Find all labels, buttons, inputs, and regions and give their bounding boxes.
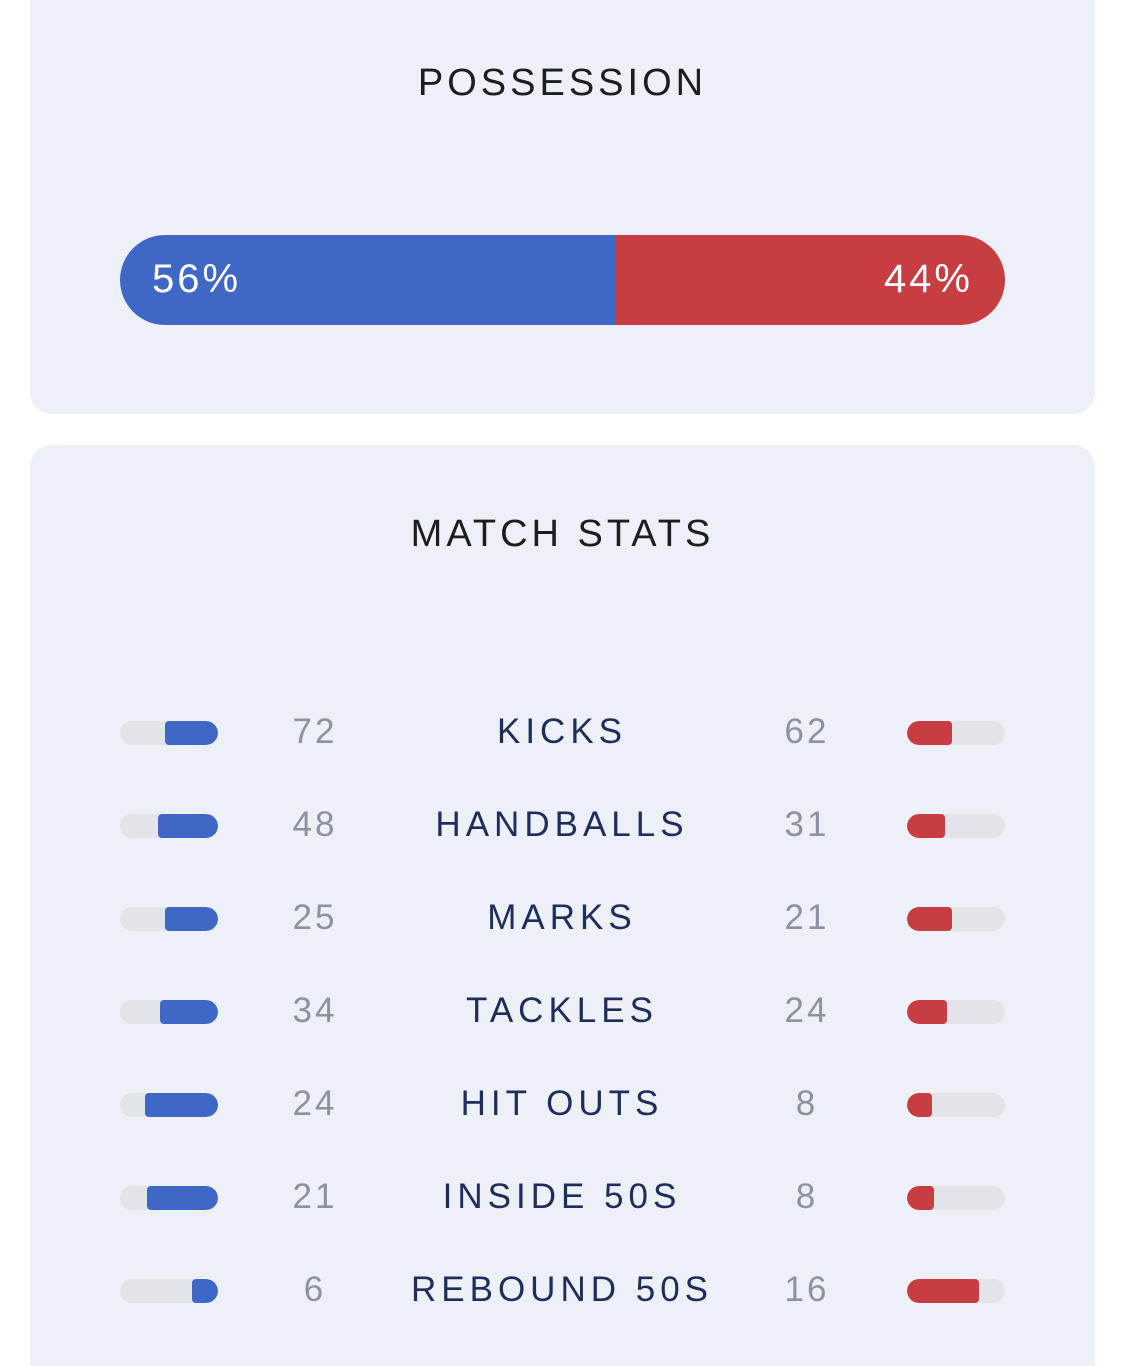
away-stat-bar-fill bbox=[907, 1000, 948, 1024]
stat-row: 72 KICKS 62 bbox=[30, 707, 1095, 800]
away-stat-bar-fill bbox=[907, 814, 946, 838]
away-stat-value: 31 bbox=[784, 805, 830, 844]
away-stat-bar bbox=[907, 1000, 1005, 1024]
home-stat-bar bbox=[120, 814, 218, 838]
away-stat-value: 21 bbox=[784, 898, 830, 937]
stat-row: 25 MARKS 21 bbox=[30, 893, 1095, 986]
home-stat-bar bbox=[120, 1093, 218, 1117]
stat-label: KICKS bbox=[496, 712, 628, 751]
home-stat-bar bbox=[120, 721, 218, 745]
stat-row: 21 INSIDE 50S 8 bbox=[30, 1172, 1095, 1265]
away-stat-bar bbox=[907, 1093, 1005, 1117]
match-stats-card: MATCH STATS 72 KICKS 62 48 HANDBALLS 31 … bbox=[30, 445, 1095, 1366]
possession-title: POSSESSION bbox=[417, 62, 708, 104]
stat-label: TACKLES bbox=[466, 991, 658, 1030]
away-stat-value: 16 bbox=[784, 1270, 830, 1309]
possession-away-segment: 44% bbox=[615, 235, 1005, 325]
possession-card: POSSESSION 56% 44% bbox=[30, 0, 1095, 414]
home-stat-bar-fill bbox=[165, 721, 218, 745]
away-stat-bar bbox=[907, 721, 1005, 745]
home-stat-value: 6 bbox=[303, 1270, 327, 1309]
possession-bar: 56% 44% bbox=[120, 235, 1005, 325]
away-stat-bar bbox=[907, 1186, 1005, 1210]
home-stat-bar bbox=[120, 907, 218, 931]
away-stat-bar-fill bbox=[907, 1186, 935, 1210]
stat-row: 48 HANDBALLS 31 bbox=[30, 800, 1095, 893]
home-stat-value: 48 bbox=[292, 805, 338, 844]
stat-row: 34 TACKLES 24 bbox=[30, 986, 1095, 1079]
possession-away-label: 44% bbox=[883, 257, 973, 301]
away-stat-value: 8 bbox=[795, 1177, 819, 1216]
away-stat-value: 24 bbox=[784, 991, 830, 1030]
home-stat-value: 25 bbox=[292, 898, 338, 937]
home-stat-bar bbox=[120, 1279, 218, 1303]
away-stat-value: 8 bbox=[795, 1084, 819, 1123]
home-stat-value: 21 bbox=[292, 1177, 338, 1216]
match-stats-title: MATCH STATS bbox=[410, 513, 715, 555]
stat-label: REBOUND 50S bbox=[410, 1270, 714, 1309]
away-stat-value: 62 bbox=[784, 712, 830, 751]
possession-home-segment: 56% bbox=[120, 235, 616, 325]
home-stat-bar bbox=[120, 1186, 218, 1210]
stat-label: MARKS bbox=[487, 898, 637, 937]
home-stat-bar-fill bbox=[158, 814, 218, 838]
away-stat-bar bbox=[907, 814, 1005, 838]
stat-label: INSIDE 50S bbox=[442, 1177, 682, 1216]
stat-label: HANDBALLS bbox=[435, 805, 689, 844]
away-stat-bar bbox=[907, 1279, 1005, 1303]
home-stat-bar bbox=[120, 1000, 218, 1024]
possession-home-label: 56% bbox=[152, 257, 242, 301]
home-stat-bar-fill bbox=[160, 1000, 218, 1024]
stat-row: 6 REBOUND 50S 16 bbox=[30, 1265, 1095, 1358]
home-stat-value: 72 bbox=[292, 712, 338, 751]
home-stat-value: 34 bbox=[292, 991, 338, 1030]
away-stat-bar bbox=[907, 907, 1005, 931]
away-stat-bar-fill bbox=[907, 721, 953, 745]
match-stats-list: 72 KICKS 62 48 HANDBALLS 31 25 MARKS 21 … bbox=[30, 707, 1095, 1358]
home-stat-value: 24 bbox=[292, 1084, 338, 1123]
home-stat-bar-fill bbox=[165, 907, 218, 931]
home-stat-bar-fill bbox=[144, 1093, 218, 1117]
away-stat-bar-fill bbox=[907, 1279, 979, 1303]
away-stat-bar-fill bbox=[907, 907, 953, 931]
home-stat-bar-fill bbox=[191, 1279, 218, 1303]
stat-label: HIT OUTS bbox=[460, 1084, 664, 1123]
stat-row: 24 HIT OUTS 8 bbox=[30, 1079, 1095, 1172]
away-stat-bar-fill bbox=[907, 1093, 932, 1117]
home-stat-bar-fill bbox=[147, 1186, 218, 1210]
